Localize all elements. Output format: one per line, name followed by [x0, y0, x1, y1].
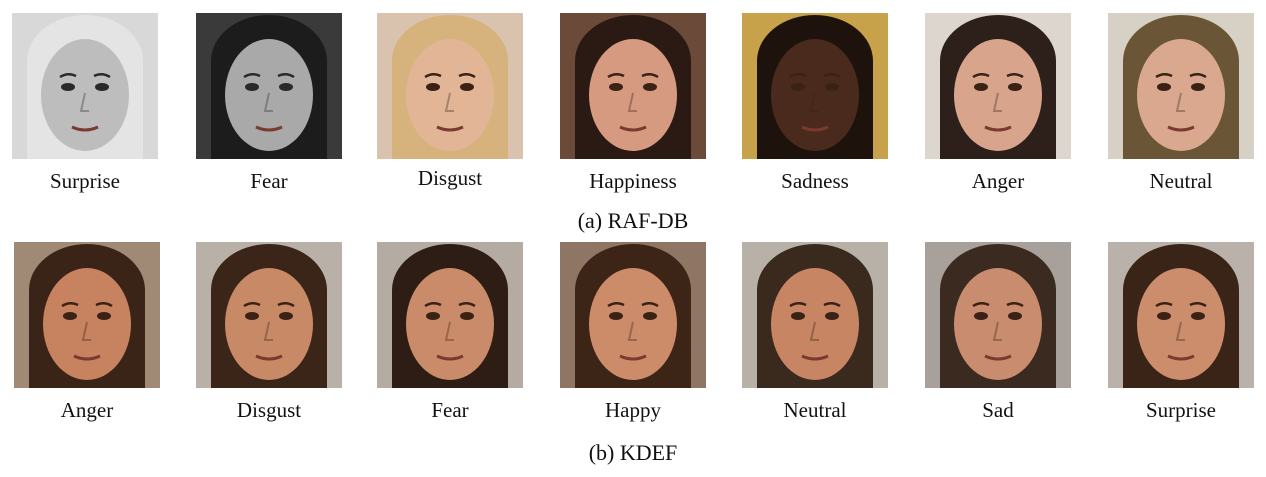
face-photo-icon — [1108, 242, 1254, 388]
face-photo-icon — [14, 242, 160, 388]
emotion-label: Neutral — [783, 398, 847, 422]
panel-caption: (a) RAF-DB — [577, 208, 689, 233]
face-photo-icon — [196, 242, 342, 388]
face-photo-icon — [377, 242, 523, 388]
emotion-label: Happy — [605, 398, 661, 422]
face-photo-icon — [560, 13, 706, 159]
face-photo-icon — [377, 13, 523, 159]
face-image — [196, 13, 342, 159]
face-image — [742, 13, 888, 159]
face-image — [925, 13, 1071, 159]
emotion-label: Disgust — [417, 166, 483, 190]
face-photo-icon — [925, 242, 1071, 388]
face-photo-icon — [1108, 13, 1254, 159]
face-image — [14, 242, 160, 388]
emotion-label: Fear — [431, 398, 469, 422]
face-image — [196, 242, 342, 388]
face-photo-icon — [742, 242, 888, 388]
emotion-label: Sad — [982, 398, 1014, 422]
emotion-label: Surprise — [50, 169, 120, 193]
face-image — [12, 13, 158, 159]
face-image — [560, 242, 706, 388]
face-image — [742, 242, 888, 388]
face-photo-icon — [12, 13, 158, 159]
face-photo-icon — [560, 242, 706, 388]
face-photo-icon — [196, 13, 342, 159]
emotion-label: Disgust — [236, 398, 302, 422]
face-photo-icon — [742, 13, 888, 159]
face-image — [377, 242, 523, 388]
face-image — [377, 13, 523, 159]
emotion-label: Anger — [60, 398, 114, 422]
emotion-label: Anger — [971, 169, 1025, 193]
emotion-label: Fear — [250, 169, 288, 193]
face-image — [1108, 13, 1254, 159]
emotion-label: Sadness — [781, 169, 849, 193]
face-photo-icon — [925, 13, 1071, 159]
emotion-label: Happiness — [589, 169, 677, 193]
emotion-label: Surprise — [1146, 398, 1216, 422]
face-image — [1108, 242, 1254, 388]
panel-caption: (b) KDEF — [588, 440, 678, 465]
emotion-label: Neutral — [1149, 169, 1213, 193]
face-image — [560, 13, 706, 159]
face-image — [925, 242, 1071, 388]
